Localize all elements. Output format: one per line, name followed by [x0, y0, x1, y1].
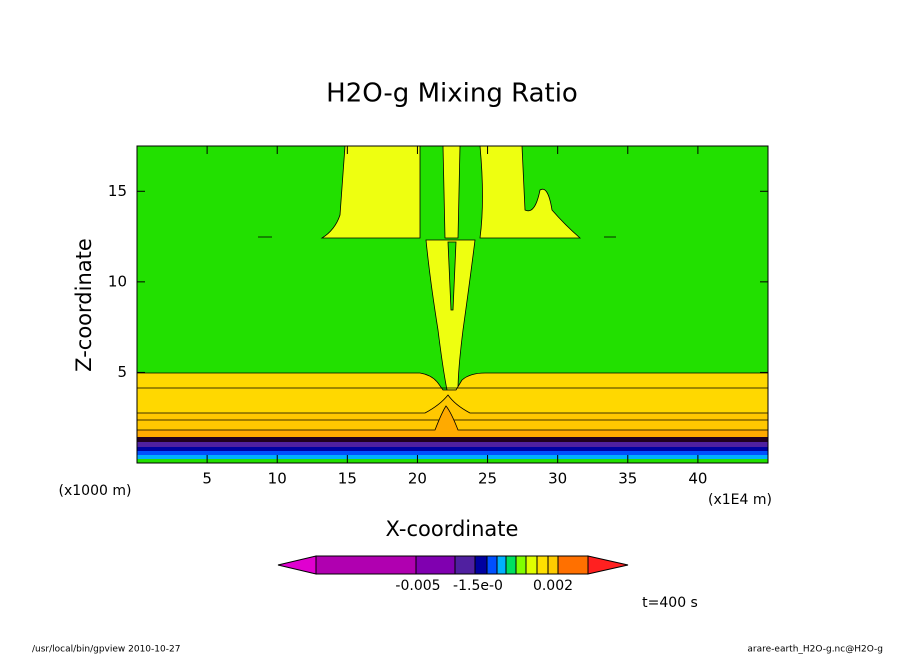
colorbar-tick-label: 0.002	[533, 578, 573, 594]
x-tick-label: 25	[478, 470, 497, 488]
x-tick-label: 10	[268, 470, 287, 488]
colorbar-segment	[496, 555, 507, 575]
y-tick-label: 5	[117, 363, 127, 381]
colorbar-segment	[515, 555, 527, 575]
colorbar-segment	[474, 555, 488, 575]
colorbar-segment	[505, 555, 517, 575]
x-tick-label: 40	[688, 470, 707, 488]
contour-band	[137, 437, 768, 442]
y-tick-label: 10	[108, 272, 127, 290]
x-tick-label: 20	[408, 470, 427, 488]
x-tick-label: 30	[548, 470, 567, 488]
contour-band	[137, 447, 768, 451]
y-tick-label: 15	[108, 182, 127, 200]
footer-right: arare-earth_H2O-g.nc@H2O-g	[747, 645, 883, 654]
footer-left: /usr/local/bin/gpview 2010-10-27	[32, 645, 180, 654]
x-tick-label: 5	[202, 470, 212, 488]
x-axis-label: X-coordinate	[386, 517, 519, 541]
chart-title: H2O-g Mixing Ratio	[326, 79, 578, 109]
colorbar-tick-label: -0.005	[395, 578, 440, 594]
y-axis-label: Z-coordinate	[72, 238, 96, 372]
contour-field	[136, 145, 769, 464]
contour-band	[137, 451, 768, 455]
contour-band	[137, 442, 768, 447]
x-tick-label: 15	[338, 470, 357, 488]
colorbar-segment	[486, 555, 498, 575]
contour-region	[442, 145, 461, 239]
y-unit-label: (x1000 m)	[59, 483, 132, 499]
colorbar-segment	[415, 555, 456, 575]
x-tick-label: 35	[618, 470, 637, 488]
contour-region	[447, 241, 457, 311]
contour-region	[320, 145, 421, 239]
colorbar-segment	[525, 555, 538, 575]
colorbar-segment	[557, 555, 589, 575]
colorbar-segment	[547, 555, 559, 575]
colorbar-tick-label: -1.5e-0	[453, 578, 503, 594]
contour-band	[137, 459, 768, 463]
colorbar-segment	[587, 555, 629, 575]
colorbar-segment	[454, 555, 476, 575]
contour-band	[137, 455, 768, 459]
time-label: t=400 s	[642, 595, 698, 611]
plot-frame	[136, 145, 769, 464]
colorbar-segment	[315, 555, 417, 575]
contour-region	[479, 145, 582, 239]
x-unit-label: (x1E4 m)	[708, 492, 772, 508]
colorbar-segment	[536, 555, 549, 575]
